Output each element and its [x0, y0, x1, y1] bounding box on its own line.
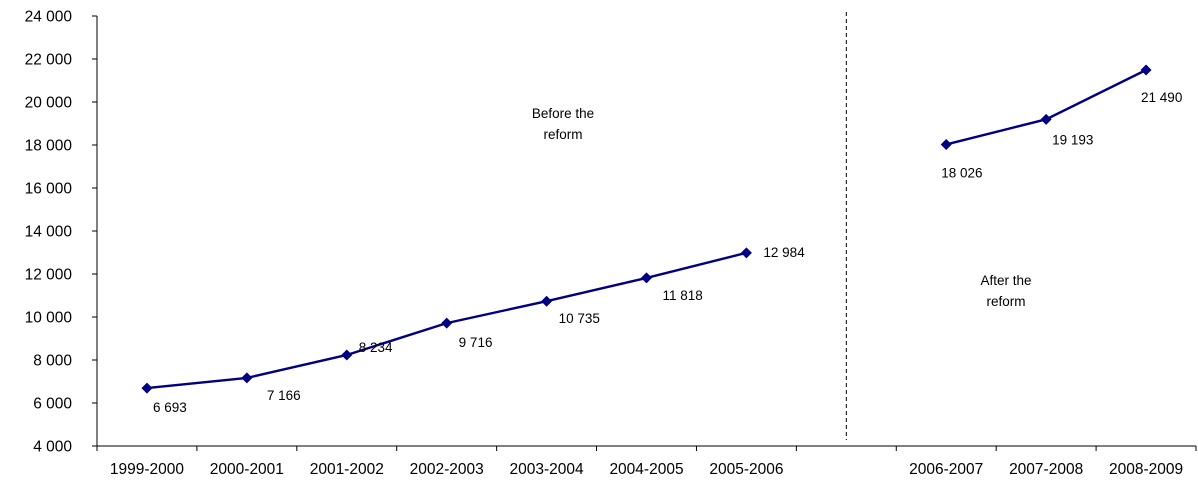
data-label: 7 166	[267, 388, 301, 403]
data-label: 6 693	[153, 400, 187, 415]
x-tick-label: 2005-2006	[709, 461, 783, 478]
y-tick-label: 14 000	[25, 224, 73, 241]
data-label: 12 984	[763, 245, 805, 260]
y-tick-label: 8 000	[33, 353, 72, 370]
data-point-marker	[241, 372, 253, 384]
data-point-marker	[541, 295, 553, 307]
x-tick-label: 2004-2005	[609, 461, 683, 478]
y-tick-label: 16 000	[25, 181, 73, 198]
annotation-after-reform: After the reform	[980, 273, 1031, 309]
data-point-marker	[341, 349, 353, 361]
x-tick-label: 2006-2007	[909, 461, 983, 478]
data-point-marker	[441, 317, 453, 329]
y-tick-label: 6 000	[33, 396, 72, 413]
annotations: Before the reform After the reform	[532, 106, 1032, 309]
series-line-segment	[945, 68, 1147, 146]
x-tick-label: 1999-2000	[110, 461, 185, 478]
data-label: 19 193	[1052, 132, 1093, 147]
y-tick-label: 4 000	[33, 439, 72, 456]
y-tick-label: 20 000	[25, 95, 73, 112]
data-label: 21 490	[1141, 90, 1182, 105]
data-point-marker	[1140, 64, 1152, 76]
data-label: 8 234	[359, 340, 393, 355]
x-tick-label: 2002-2003	[410, 461, 484, 478]
x-axis: 1999-2000 2000-2001 2001-2002 2002-2003 2003…	[96, 445, 1197, 478]
annotation-before-reform: Before the reform	[532, 106, 594, 142]
data-label: 9 716	[459, 335, 493, 350]
data-label: 10 735	[559, 311, 600, 326]
y-tick-label: 10 000	[25, 310, 73, 327]
data-point-marker	[940, 138, 952, 150]
y-tick-label: 18 000	[25, 138, 73, 155]
x-tick-label: 2000-2001	[210, 461, 284, 478]
x-tick-label: 2001-2002	[310, 461, 384, 478]
x-tick-label: 2008-2009	[1109, 461, 1183, 478]
data-point-marker	[641, 272, 652, 284]
y-axis: 4 000 6 000 8 000 10 000 12 000 14 000 16 000 1…	[25, 9, 98, 456]
data-point-marker	[141, 382, 153, 394]
y-tick-label: 12 000	[25, 267, 73, 284]
series	[141, 64, 1152, 394]
data-label: 11 818	[663, 288, 703, 303]
x-tick-label: 2007-2008	[1009, 461, 1083, 478]
x-tick-label: 2003-2004	[510, 461, 585, 478]
data-point-marker	[740, 247, 752, 259]
data-labels: 6 693 7 166 8 234 9 716 10 735 11 818 12 984 18…	[153, 90, 1182, 415]
y-tick-label: 22 000	[25, 52, 73, 69]
data-point-marker	[1040, 113, 1052, 125]
data-label: 18 026	[941, 165, 982, 180]
y-tick-label: 24 000	[25, 9, 73, 26]
